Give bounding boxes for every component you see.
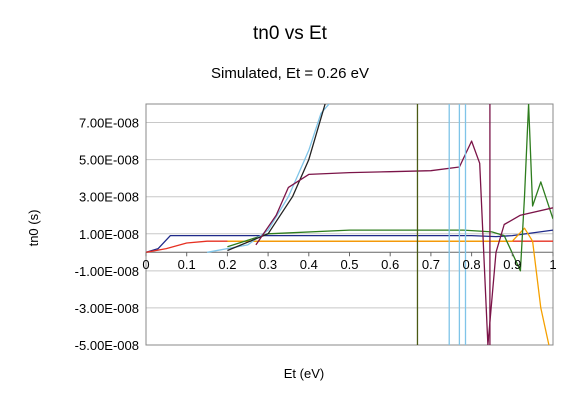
x-tick-label: 0.7 [422,257,440,272]
series-group [146,104,553,345]
x-axis-ticks: 0 0.1 0.2 0.3 0.4 0.5 0.6 0.7 0.8 0.9 1 [142,252,557,272]
series-line [227,104,553,272]
x-tick-label: 0.2 [218,257,236,272]
y-axis-label: tn0 (s) [26,210,41,247]
y-axis-ticks: 7.00E-008 5.00E-008 3.00E-008 1.00E-008 -1.0… [75,116,139,353]
x-axis-label: Et (eV) [284,366,324,381]
vertical-lines-group [416,104,491,345]
y-tick-label: -5.00E-008 [75,338,139,353]
y-tick-label: 7.00E-008 [79,116,139,131]
x-tick-label: 1 [549,257,556,272]
y-tick-label: 1.00E-008 [79,227,139,242]
series-line [227,227,550,345]
series-line [146,240,553,253]
chart-title: tn0 vs Et [253,23,328,44]
x-tick-label: 0.3 [259,257,277,272]
series-line [146,229,553,253]
y-tick-label: 3.00E-008 [79,190,139,205]
series-line [206,104,330,253]
series-line [255,140,553,345]
x-tick-label: 0 [142,257,149,272]
x-tick-label: 0.1 [178,257,196,272]
y-tick-label: 5.00E-008 [79,153,139,168]
gridlines [146,122,553,346]
x-tick-label: 0.4 [300,257,318,272]
y-tick-label: -1.00E-008 [75,264,139,279]
chart-subtitle: Simulated, Et = 0.26 eV [211,65,369,82]
x-tick-label: 0.8 [463,257,481,272]
series-line [227,104,326,252]
plot-area [145,103,554,346]
y-tick-label: -3.00E-008 [75,301,139,316]
x-tick-label: 0.5 [340,257,358,272]
x-tick-label: 0.6 [381,257,399,272]
x-tick-label: 0.9 [503,257,521,272]
